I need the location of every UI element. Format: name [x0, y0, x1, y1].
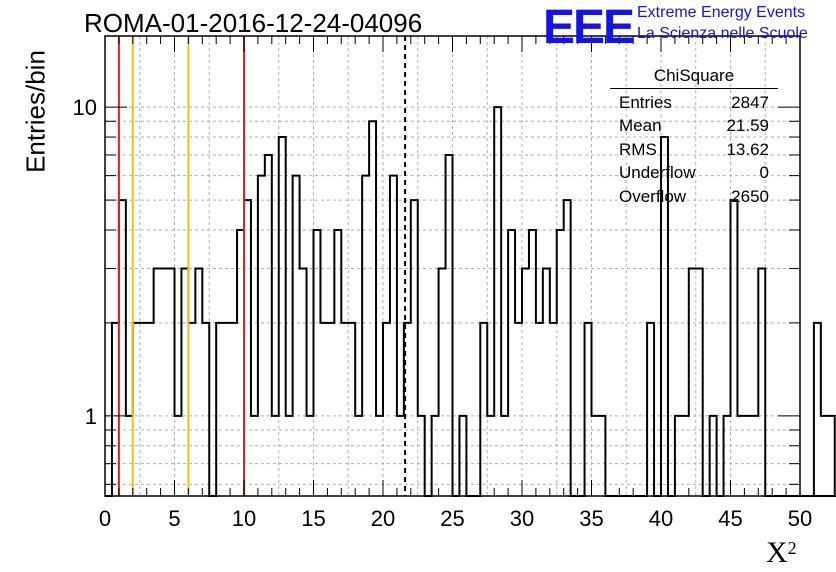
stats-label: Mean — [619, 116, 662, 136]
eee-logo: EEE — [543, 1, 635, 54]
x-tick-label: 20 — [371, 506, 395, 531]
stats-label: Underflow — [619, 163, 696, 183]
stats-value: 2847 — [731, 93, 769, 112]
stats-value: 0 — [759, 163, 769, 183]
stats-box: ChiSquare Entries 2847 Mean 21.59 RMS 13.62… — [610, 66, 778, 208]
stats-value: 2650 — [731, 186, 769, 206]
histogram-steps — [105, 106, 836, 497]
stats-label: RMS — [619, 139, 657, 159]
chart-title: ROMA-01-2016-12-24-04096 — [84, 8, 423, 38]
y-axis-label: Entries/bin — [20, 50, 51, 173]
logo-text-line2: La Scienza nelle Scuole — [637, 25, 808, 42]
logo-text-line1: Extreme Energy Events — [637, 4, 806, 21]
stats-row-mean: Mean 21.59 — [610, 114, 778, 137]
stats-row-underflow: Underflow 0 — [610, 161, 778, 184]
stats-label: Entries — [619, 93, 672, 112]
stats-row-entries: Entries 2847 — [610, 91, 778, 114]
x-tick-label: 50 — [788, 506, 812, 531]
x-tick-label: 25 — [440, 506, 464, 531]
stats-row-overflow: Overflow 2650 — [610, 185, 778, 208]
x-tick-label: 5 — [168, 506, 180, 531]
stats-value: 13.62 — [726, 139, 769, 159]
x-tick-label: 15 — [301, 506, 325, 531]
x-tick-label: 10 — [232, 506, 256, 531]
x-axis-label-base: X — [766, 536, 788, 569]
stats-label: Overflow — [619, 186, 687, 206]
x-axis-label: X2 — [766, 536, 797, 570]
x-tick-label: 30 — [510, 506, 534, 531]
y-tick-label: 1 — [85, 404, 97, 429]
x-axis-label-superscript: 2 — [787, 538, 797, 558]
stats-title: ChiSquare — [610, 66, 778, 89]
x-tick-label: 40 — [649, 506, 673, 531]
x-tick-label: 45 — [718, 506, 742, 531]
stats-row-rms: RMS 13.62 — [610, 138, 778, 161]
stats-value: 21.59 — [726, 116, 769, 136]
x-tick-label: 0 — [99, 506, 111, 531]
x-tick-label: 35 — [579, 506, 603, 531]
y-tick-label: 10 — [73, 95, 97, 120]
